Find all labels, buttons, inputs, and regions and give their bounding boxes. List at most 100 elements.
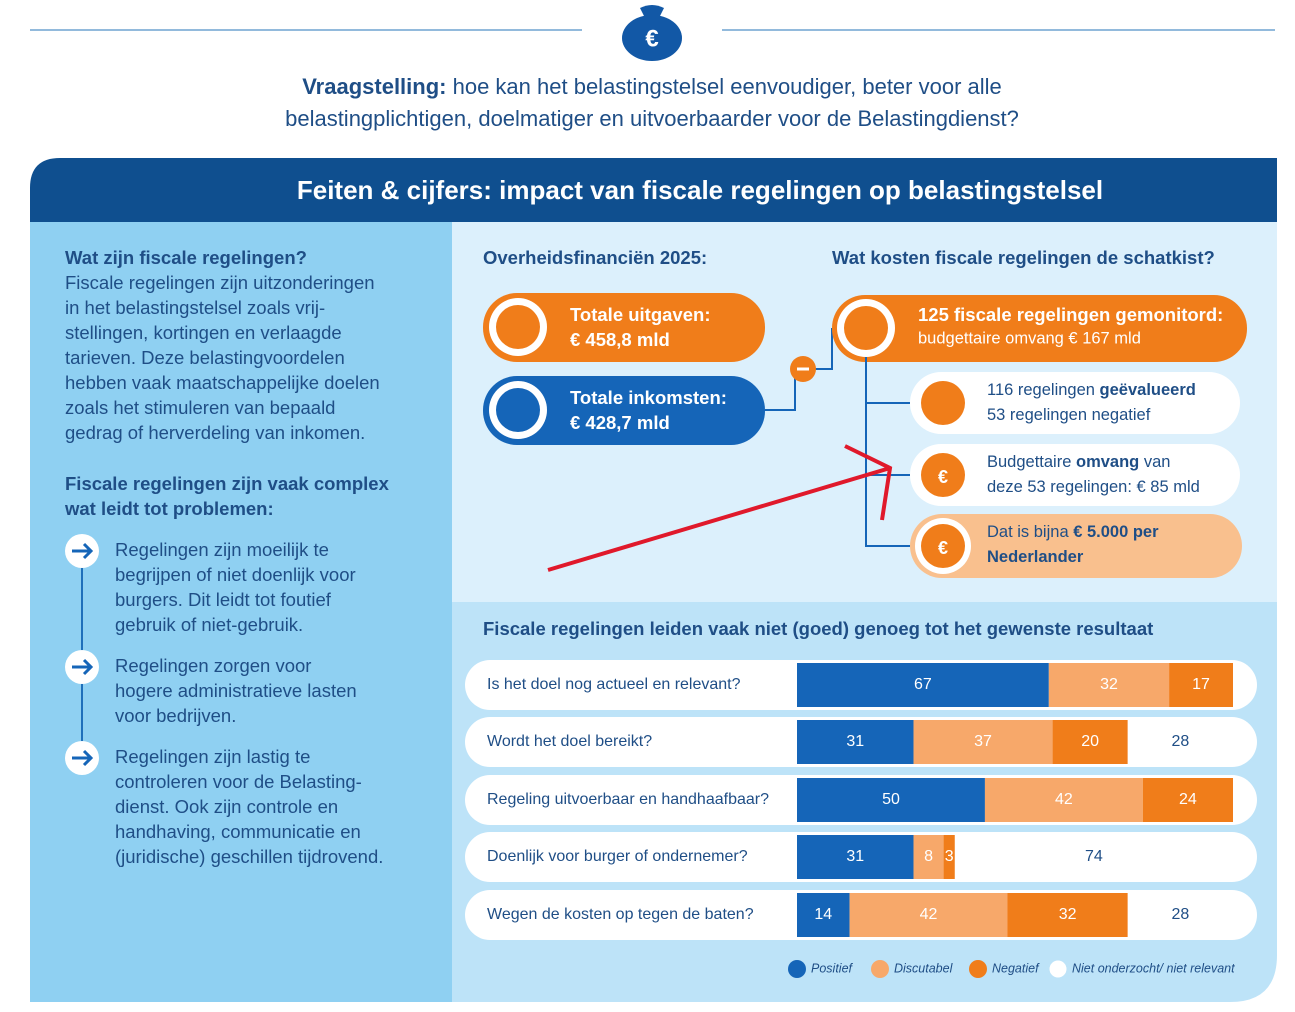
legend-label: Niet onderzocht/ niet relevant [1072,961,1235,975]
text-part: geëvalueerd [1100,381,1196,399]
chart-title: Fiscale regelingen leiden vaak niet (goe… [483,618,1153,639]
value-label: 42 [920,906,938,923]
category-label: Wegen de kosten op tegen de baten? [487,906,754,923]
value-label: 31 [846,733,864,750]
paragraph: hebben vaak maatschappelijke doelen [65,372,380,393]
legend-swatch [788,960,806,978]
left-panel [30,222,452,1002]
cost-item: Dat is bijna € 5.000 per [987,523,1159,541]
list-item: dienst. Ook zijn controle en [115,796,338,817]
text-part: deze 53 regelingen: € 85 mld [987,478,1200,496]
bar-segment [1169,663,1233,707]
value-label: 32 [1100,676,1118,693]
cost-item: Nederlander [987,548,1084,566]
list-item: begrijpen of niet doenlijk voor [115,564,356,585]
value-label: 32 [1059,906,1077,923]
category-label: Wordt het doel bereikt? [487,733,652,750]
legend-label: Discutabel [894,961,954,975]
list-item: burgers. Dit leidt tot foutief [115,589,332,610]
banner [30,158,1277,222]
text-part: 53 regelingen negatief [987,406,1151,424]
value-label: 37 [974,733,992,750]
cost-main: budgettaire omvang € 167 mld [918,329,1141,347]
bar-segment [1142,778,1233,822]
list-item: Regelingen zorgen voor [115,655,311,676]
cost-item: Budgettaire omvang van [987,453,1170,471]
bar-segment [913,835,944,879]
bar-segment [797,835,914,879]
text-part: 116 regelingen [987,381,1100,399]
finance-label: Totale inkomsten: [570,387,727,408]
list-item: handhaving, communicatie en [115,821,361,842]
pills: € € [483,293,1247,578]
purse-icon: € [622,5,682,61]
bar-segment [797,893,850,937]
value-label: 8 [924,848,933,865]
paragraph: zoals het stimuleren van bepaald [65,397,335,418]
cost-item: deze 53 regelingen: € 85 mld [987,478,1200,496]
value-label: 24 [1179,791,1197,808]
category-label: Is het doel nog actueel en relevant? [487,676,741,693]
bar-segment [984,778,1143,822]
heading: wat leidt tot problemen: [64,498,274,519]
bar-segment [1052,720,1128,764]
legend-swatch [969,960,987,978]
bar-segment [849,893,1008,937]
paragraph: in het belastingstelsel zoals vrij- [65,297,325,318]
svg-text:€: € [938,538,948,558]
content: Vraagstelling: hoe kan het belastingstel… [64,74,1257,979]
paragraph: gedrag of herverdeling van inkomen. [65,422,365,443]
finance-label: Totale uitgaven: [570,304,710,325]
value-label: 14 [814,906,832,923]
cost-item: 53 regelingen negatief [987,406,1151,424]
list-item: (juridische) geschillen tijdrovend. [115,846,383,867]
heading: Fiscale regelingen zijn vaak complex [65,473,390,494]
svg-text:€: € [645,25,658,52]
text-part: omvang [1076,453,1139,471]
paragraph: tarieven. Deze belastingvoordelen [65,347,345,368]
bar-segment [797,778,985,822]
heading: Overheidsfinanciën 2025: [483,247,707,268]
list-item: Regelingen zijn moeilijk te [115,539,329,560]
legend-label: Positief [811,961,854,975]
question: belastingplichtigen, doelmatiger en uitv… [285,106,1019,131]
value-label: 31 [846,848,864,865]
cost-item: 116 regelingen geëvalueerd [987,381,1196,399]
value-label: 50 [882,791,900,808]
bar-segment [1127,720,1233,764]
cost-main: 125 fiscale regelingen gemonitord: [918,304,1223,325]
finance-value: € 428,7 mld [570,412,670,433]
paragraph: stellingen, kortingen en verlaagde [65,322,342,343]
value-label: 28 [1171,733,1189,750]
category-label: Regeling uitvoerbaar en handhaafbaar? [487,791,769,808]
text-part: belastingplichtigen, doelmatiger en uitv… [285,106,1019,131]
text-part: Dat is bijna [987,523,1073,541]
text-part: € 5.000 per [1073,523,1159,541]
text-part: Budgettaire [987,453,1076,471]
list-item: controleren voor de Belasting- [115,771,362,792]
value-label: 42 [1055,791,1073,808]
value-label: 74 [1085,848,1103,865]
bar-segment [954,835,1233,879]
value-label: 17 [1192,676,1210,693]
banner-title: Feiten & cijfers: impact van fiscale reg… [297,175,1103,205]
text-part: Nederlander [987,548,1084,566]
bar-segment [1007,893,1128,937]
finance-value: € 458,8 mld [570,329,670,350]
legend-swatch [871,960,889,978]
svg-text:€: € [938,467,948,487]
value-label: 67 [914,676,932,693]
list-item: gebruik of niet-gebruik. [115,614,303,635]
value-label: 28 [1171,906,1189,923]
list-item: hogere administratieve lasten [115,680,357,701]
heading: Wat kosten fiscale regelingen de schatki… [832,247,1215,268]
category-label: Doenlijk voor burger of ondernemer? [487,848,748,865]
bar-segment [913,720,1053,764]
bar-segment [797,663,1049,707]
value-label: 3 [945,848,954,865]
text-part: hoe kan het belastingstelsel eenvoudiger… [447,74,1002,99]
legend-label: Negatief [992,961,1040,975]
bar-segment [797,720,914,764]
arrow-bullets [65,534,99,775]
